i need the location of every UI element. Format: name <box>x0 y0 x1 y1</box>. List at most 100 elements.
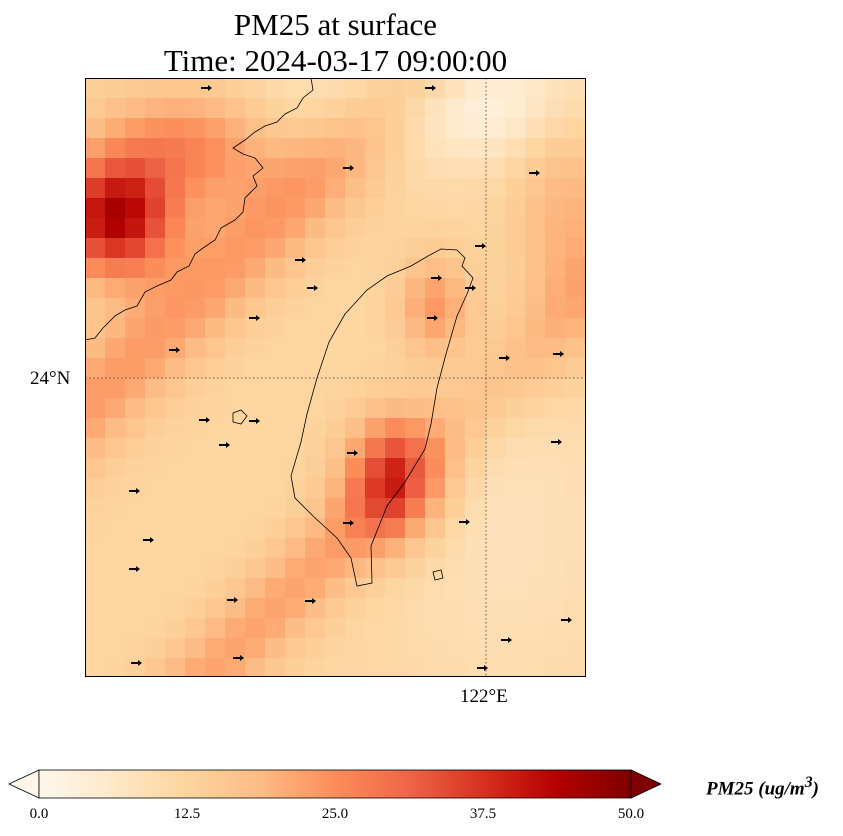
concentration-cell <box>165 298 186 319</box>
concentration-cell <box>165 258 186 279</box>
concentration-cell <box>565 538 586 559</box>
concentration-cell <box>385 238 406 259</box>
concentration-cell <box>105 518 126 539</box>
concentration-cell <box>285 318 306 339</box>
concentration-cell <box>285 518 306 539</box>
concentration-cell <box>285 98 306 119</box>
concentration-cell <box>225 518 246 539</box>
concentration-cell <box>425 338 446 359</box>
concentration-cell <box>505 98 526 119</box>
concentration-cell <box>525 458 546 479</box>
concentration-cell <box>545 178 566 199</box>
concentration-cell <box>305 218 326 239</box>
concentration-cell <box>565 598 586 619</box>
concentration-cell <box>565 398 586 419</box>
concentration-cell <box>285 298 306 319</box>
concentration-cell <box>305 378 326 399</box>
concentration-cell <box>205 638 226 659</box>
concentration-cell <box>545 398 566 419</box>
concentration-cell <box>505 238 526 259</box>
concentration-cell <box>145 398 166 419</box>
concentration-cell <box>325 378 346 399</box>
concentration-cell <box>165 518 186 539</box>
concentration-cell <box>305 438 326 459</box>
concentration-cell <box>545 498 566 519</box>
concentration-cell <box>85 558 106 579</box>
concentration-cell <box>505 318 526 339</box>
concentration-cell <box>525 78 546 99</box>
concentration-cell <box>445 478 466 499</box>
concentration-cell <box>365 398 386 419</box>
concentration-cell <box>505 578 526 599</box>
colorbar <box>8 769 662 799</box>
concentration-cell <box>225 418 246 439</box>
concentration-cell <box>405 158 426 179</box>
concentration-cell <box>165 138 186 159</box>
concentration-cell <box>145 638 166 659</box>
concentration-cell <box>265 278 286 299</box>
concentration-cell <box>405 638 426 659</box>
concentration-cell <box>285 598 306 619</box>
concentration-cell <box>205 238 226 259</box>
concentration-cell <box>85 458 106 479</box>
island-lanyu <box>432 569 444 581</box>
concentration-cell <box>145 598 166 619</box>
concentration-cell <box>165 598 186 619</box>
concentration-cell <box>325 538 346 559</box>
concentration-cell <box>265 218 286 239</box>
concentration-cell <box>85 398 106 419</box>
concentration-cell <box>345 198 366 219</box>
concentration-cell <box>245 558 266 579</box>
lon-tick-label: 122°E <box>460 686 508 707</box>
concentration-cell <box>365 78 386 99</box>
concentration-cell <box>245 478 266 499</box>
concentration-cell <box>365 418 386 439</box>
concentration-cell <box>485 138 506 159</box>
concentration-cell <box>245 398 266 419</box>
concentration-cell <box>485 258 506 279</box>
concentration-cell <box>225 78 246 99</box>
concentration-cell <box>245 418 266 439</box>
concentration-cell <box>465 318 486 339</box>
concentration-cell <box>265 538 286 559</box>
concentration-cell <box>285 118 306 139</box>
concentration-cell <box>425 578 446 599</box>
concentration-cell <box>105 418 126 439</box>
concentration-cell <box>465 138 486 159</box>
concentration-cell <box>225 658 246 677</box>
concentration-cell <box>465 378 486 399</box>
concentration-cell <box>145 578 166 599</box>
concentration-cell <box>505 178 526 199</box>
concentration-cell <box>405 358 426 379</box>
concentration-cell <box>305 618 326 639</box>
concentration-cell <box>405 258 426 279</box>
concentration-cell <box>405 98 426 119</box>
concentration-cell <box>425 98 446 119</box>
concentration-cell <box>525 438 546 459</box>
concentration-cell <box>165 358 186 379</box>
concentration-cell <box>545 298 566 319</box>
concentration-cell <box>465 638 486 659</box>
colorbar-tick: 25.0 <box>321 806 349 822</box>
concentration-cell <box>245 598 266 619</box>
concentration-cell <box>265 578 286 599</box>
concentration-cell <box>405 558 426 579</box>
concentration-cell <box>365 238 386 259</box>
concentration-cell <box>265 438 286 459</box>
wind-arrow <box>425 85 436 91</box>
concentration-cell <box>345 238 366 259</box>
concentration-cell <box>85 418 106 439</box>
concentration-cell <box>345 398 366 419</box>
concentration-cell <box>85 238 106 259</box>
concentration-cell <box>465 538 486 559</box>
concentration-cell <box>185 578 206 599</box>
concentration-cell <box>565 118 586 139</box>
concentration-cell <box>385 358 406 379</box>
concentration-cell <box>365 618 386 639</box>
concentration-cell <box>145 498 166 519</box>
concentration-cell <box>525 538 546 559</box>
concentration-cell <box>325 458 346 479</box>
concentration-cell <box>205 298 226 319</box>
concentration-cell <box>145 278 166 299</box>
concentration-cell <box>125 458 146 479</box>
